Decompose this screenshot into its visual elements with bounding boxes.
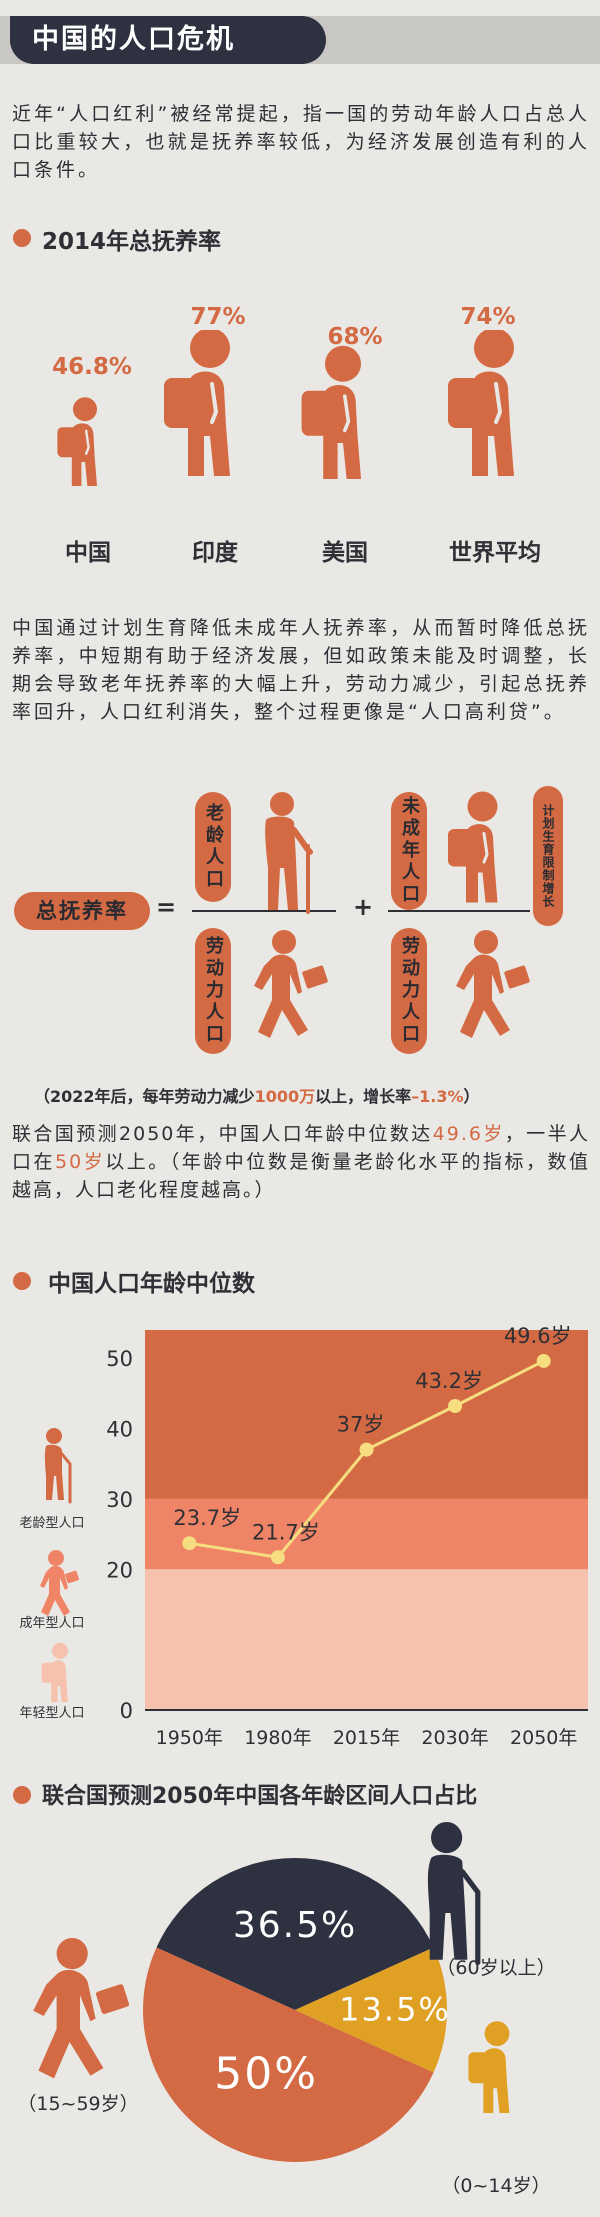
pct-china: 46.8% xyxy=(52,354,132,380)
band-2 xyxy=(145,1330,588,1499)
adult-walker-icon xyxy=(33,1938,130,2079)
pill-minor: 未成年人口 xyxy=(391,792,427,910)
total-dependency-pill: 总抚养率 xyxy=(14,892,150,930)
legend-young: 年轻型人口 xyxy=(19,1706,84,1721)
world-person-icon xyxy=(446,330,516,478)
data-point-4 xyxy=(536,1353,551,1368)
india-person-icon xyxy=(162,330,232,478)
band-1 xyxy=(145,1498,588,1570)
pie-label-adult: （15~59岁） xyxy=(17,2093,138,2115)
formula-icons xyxy=(254,790,530,1038)
section3-title: 联合国预测2050年中国各年龄区间人口占比 xyxy=(42,1784,478,1809)
pie-value-1: 13.5% xyxy=(339,1991,451,2029)
pie-slice-0 xyxy=(156,1858,434,2010)
data-label-0: 23.7岁 xyxy=(173,1506,241,1530)
walker-icon-1 xyxy=(254,930,328,1038)
y-tick-3: 40 xyxy=(106,1418,133,1442)
pie-label-young: （0~14岁） xyxy=(441,2175,550,2197)
data-point-0 xyxy=(182,1536,197,1551)
y-tick-1: 20 xyxy=(106,1558,133,1582)
y-tick-0: 0 xyxy=(120,1699,133,1723)
equals-sign: = xyxy=(156,893,177,921)
data-point-2 xyxy=(359,1442,374,1457)
section2-title: 中国人口年龄中位数 xyxy=(48,1271,255,1297)
pie-value-2: 50% xyxy=(214,2048,318,2099)
fraction-line-2 xyxy=(388,910,530,912)
child-gold-icon xyxy=(468,2021,510,2113)
age-share-pie: 36.5% 13.5% 50% （60岁以上） （15~59岁） （0~14岁） xyxy=(17,1822,556,2197)
intro-paragraph: 近年“人口红利”被经常提起，指一国的劳动年龄人口占总人口比重较大，也就是抚养率较… xyxy=(12,103,590,181)
data-label-2: 37岁 xyxy=(337,1413,385,1437)
data-label-4: 49.6岁 xyxy=(504,1324,572,1348)
section-dot xyxy=(13,229,31,247)
child-icon xyxy=(446,790,499,904)
walker-icon-2 xyxy=(456,930,530,1038)
x-tick-2: 2015年 xyxy=(333,1727,400,1749)
pie-value-0: 36.5% xyxy=(233,1905,357,1946)
y-tick-2: 30 xyxy=(106,1488,133,1512)
x-tick-4: 2050年 xyxy=(510,1727,577,1749)
y-tick-4: 50 xyxy=(106,1347,133,1371)
x-tick-1: 1980年 xyxy=(244,1727,311,1749)
section1-title: 2014年总抚养率 xyxy=(42,229,222,255)
data-label-1: 21.7岁 xyxy=(252,1520,320,1544)
country-china: 中国 xyxy=(65,540,111,566)
page-title: 中国的人口危机 xyxy=(10,16,326,64)
elderly-dark-icon xyxy=(427,1822,481,1965)
pill-growth-limit: 计划生育限制增长 xyxy=(533,786,563,926)
dependency-figures xyxy=(56,330,516,488)
labor-note: （2022年后，每年劳动力减少1000万以上，增长率–1.3%） xyxy=(34,1087,480,1106)
country-world: 世界平均 xyxy=(449,540,541,566)
pill-labor-1: 劳动力人口 xyxy=(195,928,231,1054)
pill-labor-2: 劳动力人口 xyxy=(391,928,427,1054)
median-age-paragraph: 联合国预测2050年，中国人口年龄中位数达49.6岁，一半人口在50岁以上。（年… xyxy=(12,1123,590,1201)
young-legend-icon xyxy=(41,1642,68,1702)
plus-sign: + xyxy=(353,893,374,921)
pie-slice-1 xyxy=(295,1947,447,2073)
elderly-icon xyxy=(265,792,313,914)
pie-slice-2 xyxy=(143,1947,434,2162)
data-point-3 xyxy=(448,1399,463,1413)
usa-person-icon xyxy=(299,343,363,481)
band-0 xyxy=(145,1569,588,1710)
china-person-icon xyxy=(56,396,99,488)
policy-paragraph: 中国通过计划生育降低未成年人抚养率，从而暂时降低总抚养率，中短期有助于经济发展，… xyxy=(12,617,590,723)
adult-legend-icon xyxy=(40,1550,79,1616)
pct-usa: 68% xyxy=(327,324,383,350)
data-point-1 xyxy=(270,1550,285,1565)
country-india: 印度 xyxy=(192,540,238,566)
pct-india: 77% xyxy=(190,304,246,330)
section-dot xyxy=(13,1786,31,1804)
legend-old: 老龄型人口 xyxy=(19,1516,84,1531)
pct-world: 74% xyxy=(460,304,516,330)
median-age-chart: 0 20 30 40 50 1950年 1980年 2015年 2030年 2050年 23.7岁… xyxy=(19,1324,588,1749)
section-dot xyxy=(13,1272,31,1290)
x-tick-3: 2030年 xyxy=(421,1727,488,1749)
pie-label-old: （60岁以上） xyxy=(436,1957,555,1979)
country-usa: 美国 xyxy=(322,540,368,566)
data-label-3: 43.2岁 xyxy=(415,1369,483,1393)
old-person-legend-icon xyxy=(44,1428,72,1504)
fraction-line-1 xyxy=(192,910,336,912)
x-tick-0: 1950年 xyxy=(156,1727,223,1749)
legend-adult: 成年型人口 xyxy=(19,1616,84,1631)
pill-elderly: 老龄人口 xyxy=(195,792,231,902)
